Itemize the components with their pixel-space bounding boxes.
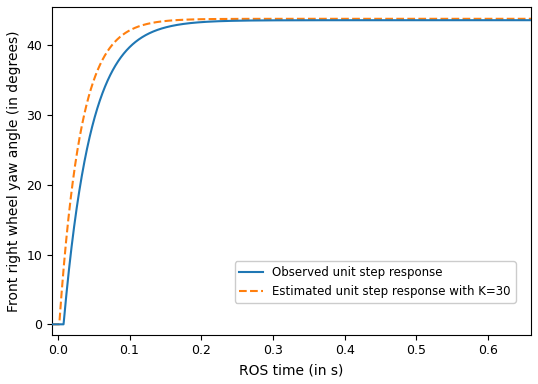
Estimated unit step response with K=30 bbox=[470, 17, 477, 21]
Legend: Observed unit step response, Estimated unit step response with K=30: Observed unit step response, Estimated u… bbox=[235, 261, 515, 303]
Observed unit step response bbox=[522, 18, 528, 23]
Observed unit step response bbox=[49, 322, 55, 327]
Observed unit step response bbox=[132, 40, 139, 44]
Estimated unit step response with K=30 bbox=[104, 50, 110, 54]
Estimated unit step response with K=30 bbox=[132, 25, 139, 30]
Estimated unit step response with K=30 bbox=[234, 17, 240, 21]
Line: Observed unit step response: Observed unit step response bbox=[52, 20, 535, 324]
Line: Estimated unit step response with K=30: Estimated unit step response with K=30 bbox=[52, 19, 535, 324]
Observed unit step response bbox=[234, 18, 240, 23]
Estimated unit step response with K=30 bbox=[255, 17, 261, 21]
Observed unit step response bbox=[470, 18, 477, 23]
Estimated unit step response with K=30 bbox=[522, 17, 528, 21]
Observed unit step response bbox=[532, 18, 538, 23]
Estimated unit step response with K=30 bbox=[532, 17, 538, 21]
Estimated unit step response with K=30 bbox=[49, 322, 55, 327]
Observed unit step response bbox=[255, 18, 261, 23]
Observed unit step response bbox=[104, 79, 110, 84]
Y-axis label: Front right wheel yaw angle (in degrees): Front right wheel yaw angle (in degrees) bbox=[7, 30, 21, 311]
X-axis label: ROS time (in s): ROS time (in s) bbox=[239, 363, 344, 377]
